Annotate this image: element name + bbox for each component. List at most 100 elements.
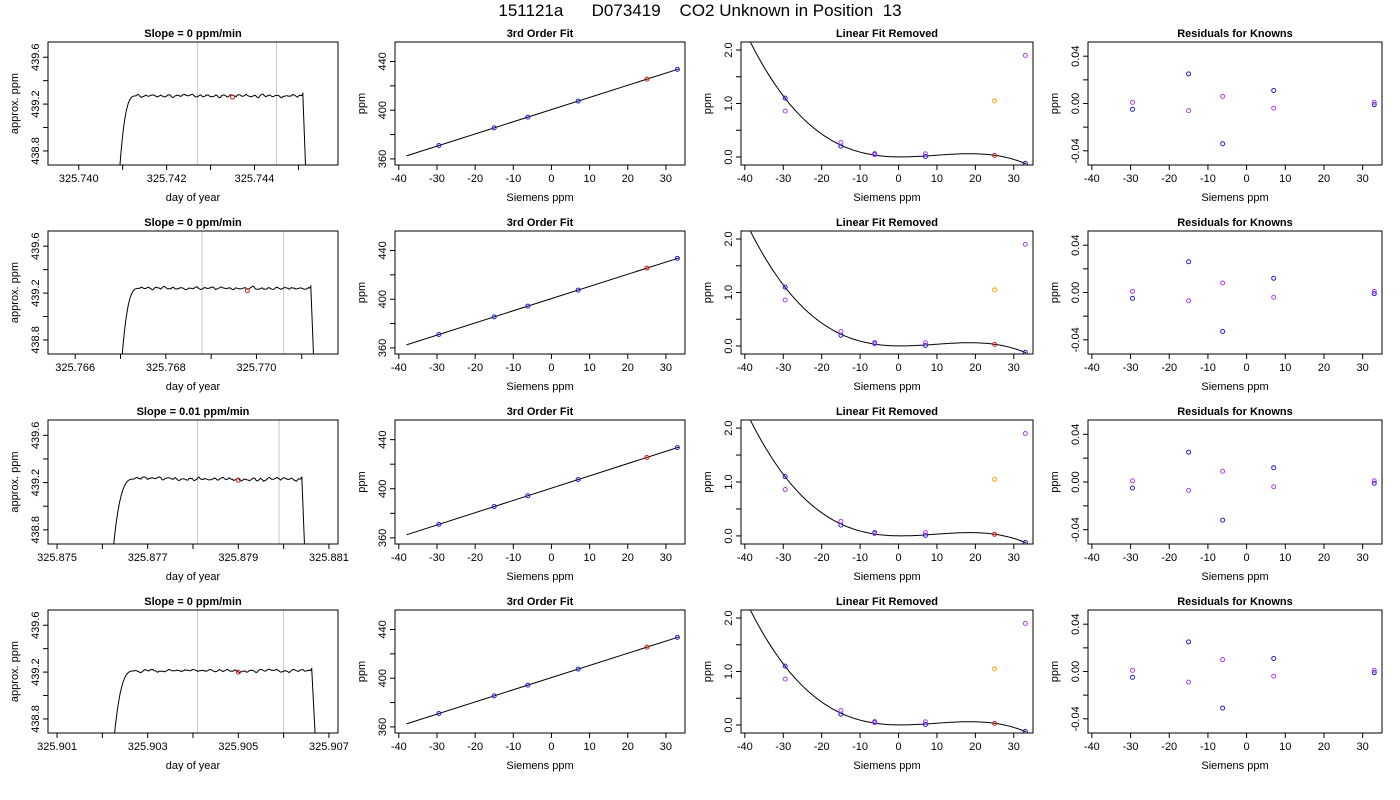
data-point — [922, 530, 928, 536]
y-tick-label: 439.6 — [30, 422, 42, 450]
y-axis: -0.04 0.00 0.04 — [1070, 45, 1088, 163]
data-point — [491, 314, 497, 320]
y-axis-label: ppm — [702, 661, 714, 682]
x-tick-label: -40 — [391, 173, 407, 185]
data-point — [1186, 449, 1192, 455]
plot-frame — [47, 230, 339, 355]
y-tick-label: 439.6 — [30, 43, 42, 71]
x-tick-label: 10 — [1279, 552, 1291, 564]
y-axis: 0.0 1.0 2.0 — [723, 231, 741, 354]
x-tick-label: -40 — [1084, 362, 1100, 374]
y-tick-label: 400 — [377, 101, 389, 119]
panel-title: 3rd Order Fit — [507, 596, 574, 608]
x-tick-label: 10 — [931, 173, 943, 185]
x-tick-label: -10 — [1200, 173, 1216, 185]
x-tick-label: -10 — [852, 173, 868, 185]
data-point — [1371, 480, 1377, 486]
x-tick-label: -40 — [1084, 552, 1100, 564]
x-axis-label: Siemens ppm — [1201, 760, 1268, 772]
x-tick-label: 325.905 — [218, 741, 258, 753]
plot-area — [406, 66, 680, 157]
x-tick-label: 20 — [969, 741, 981, 753]
data-point — [782, 284, 788, 290]
x-axis-label: Siemens ppm — [1201, 381, 1268, 393]
x-tick-label: 0 — [548, 741, 554, 753]
x-tick-label: 20 — [969, 552, 981, 564]
x-axis-label: Siemens ppm — [853, 571, 920, 583]
data-point — [525, 303, 531, 309]
plot-frame — [394, 609, 686, 734]
data-point — [1022, 620, 1028, 626]
data-point — [644, 454, 650, 460]
plot-area — [750, 610, 1028, 733]
data-point — [872, 720, 878, 726]
y-tick-label: 0.00 — [1070, 282, 1082, 303]
data-point — [838, 329, 844, 335]
x-axis: 325.740 325.742 325.744 — [59, 165, 299, 185]
data-point — [992, 98, 998, 104]
y-axis: 0.0 1.0 2.0 — [723, 420, 741, 544]
data-point — [1371, 288, 1377, 294]
x-tick-label: 30 — [660, 552, 672, 564]
fit-curve — [750, 231, 1027, 354]
y-tick-label: 1.0 — [723, 474, 735, 489]
x-tick-label: 0 — [1244, 741, 1250, 753]
x-tick-label: 10 — [583, 173, 595, 185]
x-tick-label: 10 — [931, 741, 943, 753]
y-tick-label: 400 — [377, 290, 389, 308]
plot-area — [1129, 259, 1377, 335]
x-tick-label: -10 — [505, 741, 521, 753]
panel-title: Linear Fit Removed — [836, 217, 938, 229]
data-point — [922, 151, 928, 157]
x-tick-label: -40 — [391, 741, 407, 753]
y-axis-label: ppm — [1049, 93, 1061, 114]
panel-title: 3rd Order Fit — [507, 406, 574, 418]
x-axis-label: day of year — [166, 192, 221, 204]
y-tick-label: -0.04 — [1070, 138, 1082, 163]
x-tick-label: -30 — [1123, 362, 1139, 374]
y-tick-label: 438.8 — [30, 137, 42, 165]
x-tick-label: 30 — [1008, 173, 1020, 185]
data-point — [1271, 105, 1277, 111]
x-tick-label: 30 — [660, 741, 672, 753]
plot-area — [750, 231, 1028, 354]
data-point — [838, 708, 844, 714]
x-tick-label: 325.901 — [37, 741, 77, 753]
x-axis: -40 -30 -20 -10 0 10 20 30 — [391, 544, 672, 564]
x-tick-label: -10 — [1200, 552, 1216, 564]
data-point — [575, 287, 581, 293]
x-tick-label: -10 — [852, 362, 868, 374]
x-tick-label: 325.768 — [146, 362, 186, 374]
x-tick-label: 20 — [622, 552, 634, 564]
signal-trace — [121, 284, 314, 354]
fit-line — [406, 446, 680, 536]
data-point — [674, 255, 680, 261]
x-tick-label: 0 — [548, 362, 554, 374]
x-axis-label: day of year — [166, 571, 221, 583]
x-tick-label: 325.879 — [218, 552, 258, 564]
panel-title: Residuals for Knowns — [1177, 217, 1293, 229]
y-axis-label: approx. ppm — [9, 451, 21, 512]
data-point — [644, 644, 650, 650]
data-point — [644, 265, 650, 271]
y-axis-label: ppm — [1049, 661, 1061, 682]
y-axis: 360 400 440 — [377, 52, 395, 168]
x-tick-label: 0 — [548, 552, 554, 564]
x-tick-label: 20 — [622, 362, 634, 374]
data-point — [782, 487, 788, 493]
y-tick-label: 400 — [377, 669, 389, 687]
data-point — [782, 95, 788, 101]
data-point — [1129, 99, 1135, 105]
x-axis-label: Siemens ppm — [853, 760, 920, 772]
data-point — [525, 114, 531, 120]
data-point — [1271, 87, 1277, 93]
data-point — [872, 341, 878, 347]
y-axis-label: ppm — [356, 282, 368, 303]
x-tick-label: 30 — [1008, 741, 1020, 753]
